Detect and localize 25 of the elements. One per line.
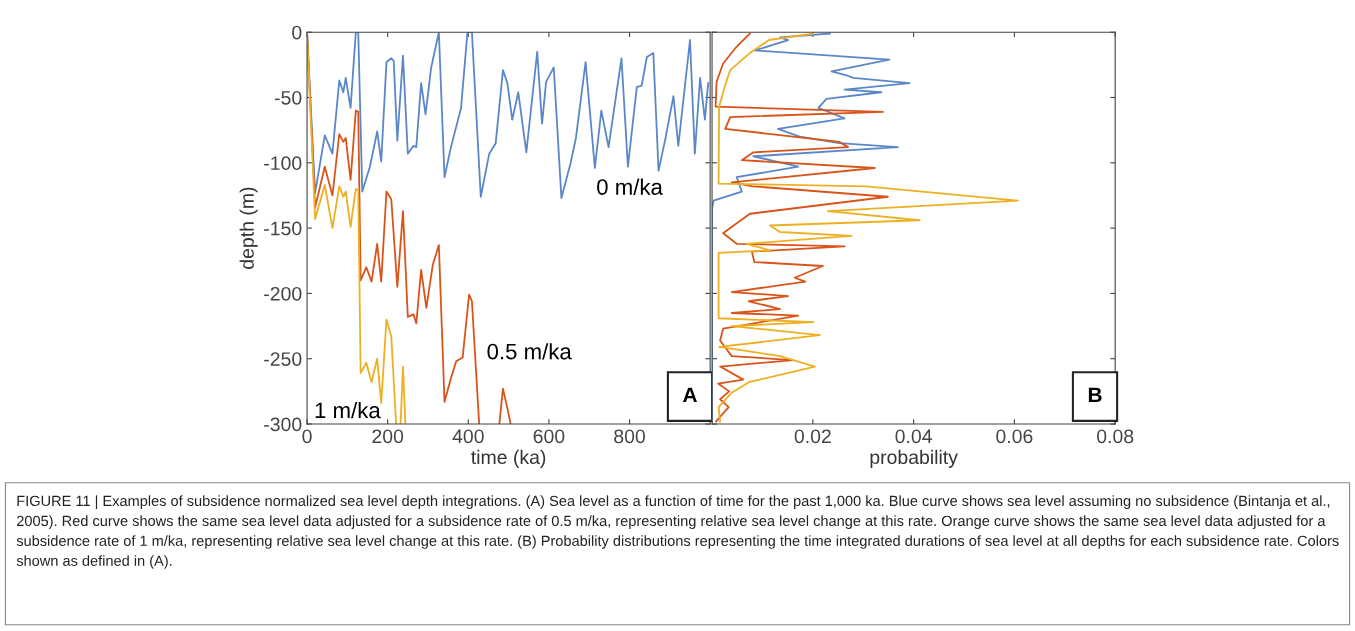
x-tick-label: 600 [533,429,565,444]
x-axis-title: probability [870,449,958,468]
x-tick-label: 0.08 [1097,429,1134,444]
x-tick-label: 800 [614,429,645,444]
series-label: 1 m/ka [315,401,381,419]
x-axis-title: time (ka) [471,449,546,468]
y-tick-label: -250 [264,352,302,366]
y-tick-label: -100 [264,156,302,171]
x-tick-label: 0.04 [895,429,932,444]
series-label: 0 m/ka [597,178,663,195]
x-tick-label: 0 [302,429,312,444]
y-tick-label: -150 [264,221,302,236]
y-tick-label: -200 [264,286,302,301]
x-tick-label: 200 [372,429,404,444]
y-tick-label: 0 [292,25,302,40]
y-tick-label: -50 [274,90,302,105]
y-axis-title: depth (m) [239,187,258,269]
x-tick-label: 0.02 [794,429,831,444]
annotation: B [1088,387,1102,402]
caption: FIGURE 11 | Examples of subsidence normalized sea level depth integrations. (A) Sea level as a function of time for the past 1,000 ka. Blue curve shows sea level assuming no subsidence (Bintanja et al., 2005). Red curve shows the same sea level data adjusted for a subsidence rate of 0.5 m/ka, representing relative sea level change at this rate. Orange curve shows the same sea level data adjusted for a subsidence rate of 1 m/ka, representing relative sea level change at this rate. (B) Probability distributions representing the time integrated durations of sea level at all depths for each subsidence rate. Colors shown as defined in (A). [16,495,1339,569]
series-label: 0.5 m/ka [487,343,572,360]
annotation: A [682,387,697,402]
x-tick-label: 400 [452,429,484,444]
x-tick-label: 0.06 [996,429,1033,444]
y-tick-label: -300 [264,417,302,432]
